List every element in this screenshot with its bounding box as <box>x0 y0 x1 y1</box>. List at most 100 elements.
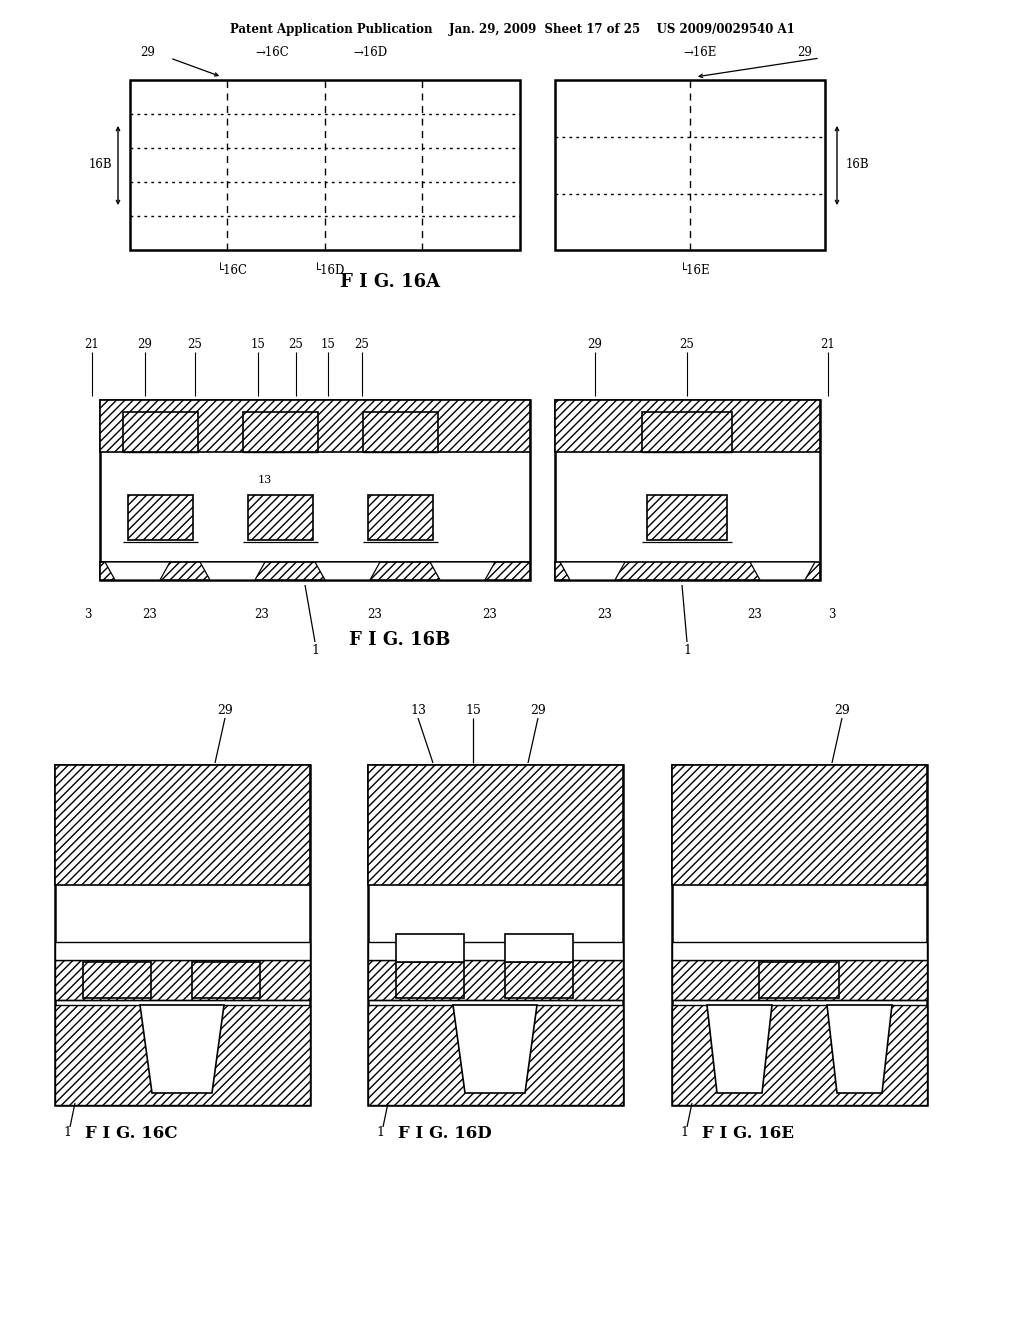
Text: F I G. 16C: F I G. 16C <box>85 1125 177 1142</box>
Bar <box>248 495 313 540</box>
Bar <box>100 400 530 579</box>
Bar <box>128 495 193 540</box>
Polygon shape <box>105 562 170 579</box>
Text: 5: 5 <box>536 973 543 983</box>
Text: 1: 1 <box>311 644 319 656</box>
Text: 23: 23 <box>598 609 612 622</box>
Polygon shape <box>750 562 815 579</box>
Text: └16C: └16C <box>216 264 248 276</box>
Text: 1: 1 <box>63 1126 71 1139</box>
Text: 13: 13 <box>258 475 272 484</box>
Bar <box>505 962 573 998</box>
Bar <box>368 766 623 1105</box>
Text: 29: 29 <box>835 704 850 717</box>
Text: 23: 23 <box>748 609 763 622</box>
Bar <box>672 942 927 960</box>
Text: 25: 25 <box>187 338 203 351</box>
Text: 5: 5 <box>114 973 121 983</box>
Polygon shape <box>453 1005 537 1093</box>
Text: └16D: └16D <box>314 264 346 276</box>
Bar <box>672 1005 927 1105</box>
Bar <box>362 412 438 451</box>
Text: 13: 13 <box>410 704 426 717</box>
Bar <box>83 962 151 998</box>
Bar <box>396 962 464 998</box>
Text: 29: 29 <box>530 704 546 717</box>
Bar <box>55 942 310 960</box>
Text: 1: 1 <box>680 1126 688 1139</box>
Text: →16E: →16E <box>683 45 717 58</box>
Bar <box>396 935 464 962</box>
Text: 25: 25 <box>680 338 694 351</box>
Text: 5: 5 <box>396 513 403 523</box>
Bar <box>130 81 520 249</box>
Text: 23: 23 <box>368 609 382 622</box>
Bar <box>647 495 727 540</box>
Bar <box>100 562 530 579</box>
Polygon shape <box>140 1005 224 1093</box>
Text: 16B: 16B <box>88 158 112 172</box>
Bar <box>555 400 820 451</box>
Text: STI: STI <box>729 1049 749 1060</box>
Bar <box>100 400 530 451</box>
Text: 21: 21 <box>85 338 99 351</box>
Bar <box>55 766 310 884</box>
Bar <box>55 1005 310 1105</box>
Text: 3: 3 <box>84 609 92 622</box>
Text: 21: 21 <box>820 338 836 351</box>
Bar <box>555 562 820 579</box>
Polygon shape <box>200 562 265 579</box>
Text: 3: 3 <box>828 609 836 622</box>
Bar <box>55 766 310 1105</box>
Text: 5: 5 <box>426 973 433 983</box>
Text: Patent Application Publication    Jan. 29, 2009  Sheet 17 of 25    US 2009/00295: Patent Application Publication Jan. 29, … <box>229 22 795 36</box>
Bar <box>555 81 825 249</box>
Bar <box>368 766 623 884</box>
Bar <box>100 562 530 579</box>
Text: 23: 23 <box>142 609 158 622</box>
Bar <box>759 962 839 998</box>
Bar <box>368 495 433 540</box>
Bar <box>368 960 623 1001</box>
Text: 15: 15 <box>465 704 481 717</box>
Text: 29: 29 <box>798 45 812 58</box>
Text: F I G. 16E: F I G. 16E <box>702 1125 794 1142</box>
Bar <box>672 766 927 884</box>
Bar <box>505 935 573 962</box>
Text: 25: 25 <box>354 338 370 351</box>
Polygon shape <box>430 562 495 579</box>
Polygon shape <box>560 562 625 579</box>
Text: F I G. 16A: F I G. 16A <box>340 273 440 290</box>
Bar <box>555 400 820 579</box>
Text: STI: STI <box>849 1049 868 1060</box>
Bar <box>672 766 927 1105</box>
Text: └16E: └16E <box>680 264 711 276</box>
Polygon shape <box>707 1005 772 1093</box>
Bar <box>368 942 623 960</box>
Text: 5: 5 <box>683 513 690 523</box>
Text: 5: 5 <box>276 513 284 523</box>
Text: STI: STI <box>172 1049 191 1060</box>
Text: 25: 25 <box>289 338 303 351</box>
Text: F I G. 16D: F I G. 16D <box>398 1125 492 1142</box>
Text: 5: 5 <box>157 513 164 523</box>
Text: 1: 1 <box>683 644 691 656</box>
Text: 5: 5 <box>222 973 229 983</box>
Text: 1: 1 <box>376 1126 384 1139</box>
Text: 29: 29 <box>140 45 156 58</box>
Bar <box>368 1005 623 1105</box>
Polygon shape <box>827 1005 892 1093</box>
Text: 23: 23 <box>255 609 269 622</box>
Text: 29: 29 <box>217 704 232 717</box>
Text: 5: 5 <box>796 973 803 983</box>
Text: →16C: →16C <box>255 45 289 58</box>
Bar <box>123 412 198 451</box>
Bar <box>243 412 318 451</box>
Text: STI: STI <box>485 1049 505 1060</box>
Text: 15: 15 <box>321 338 336 351</box>
Text: 16B: 16B <box>845 158 868 172</box>
Text: F I G. 16B: F I G. 16B <box>349 631 451 649</box>
Text: 29: 29 <box>588 338 602 351</box>
Polygon shape <box>315 562 380 579</box>
Text: 15: 15 <box>251 338 265 351</box>
